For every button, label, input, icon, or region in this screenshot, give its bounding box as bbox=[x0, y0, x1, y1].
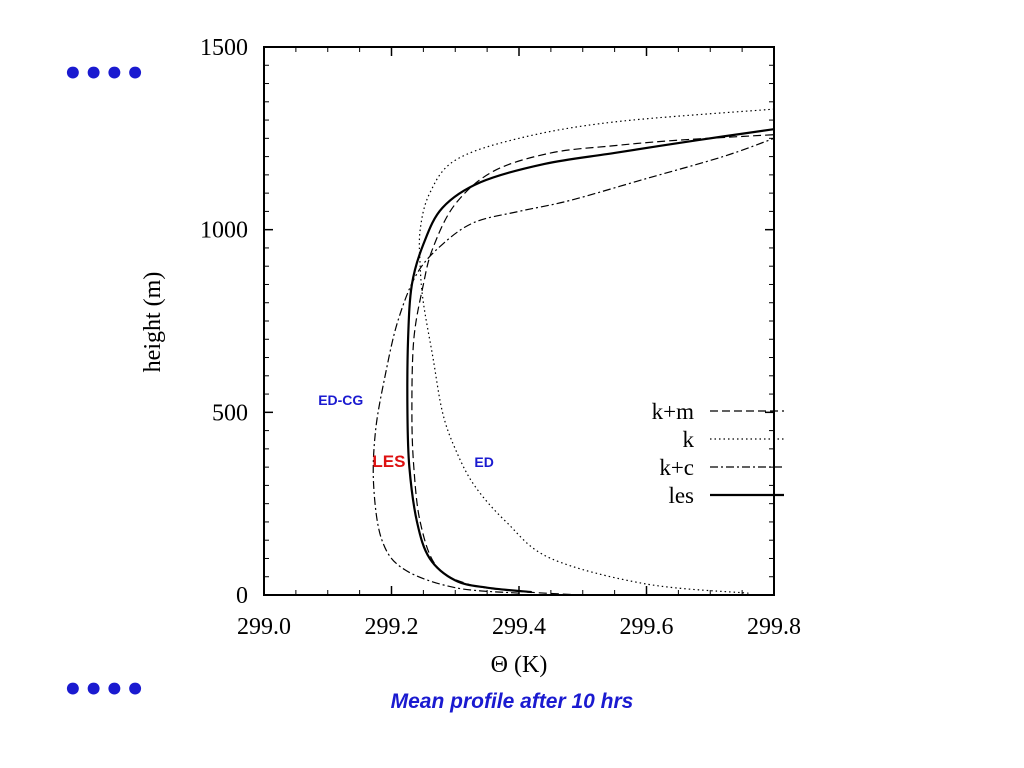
y-axis-label: height (m) bbox=[140, 272, 166, 373]
series-line-les bbox=[406, 128, 774, 594]
x-tick-label: 299.6 bbox=[620, 614, 674, 640]
x-tick-label: 299.0 bbox=[237, 614, 291, 640]
plot-frame bbox=[263, 46, 775, 596]
y-tick-label: 0 bbox=[236, 583, 248, 609]
axes: 299.0 299.2 299.4 299.6 299.8 0 500 1000 1500 bbox=[200, 35, 801, 640]
series-line-k bbox=[418, 108, 774, 594]
legend-label: k+c bbox=[659, 455, 694, 480]
legend-label: les bbox=[668, 483, 694, 508]
legend: k+m k k+c les bbox=[652, 399, 784, 508]
x-tick-label: 299.2 bbox=[365, 614, 419, 640]
y-tick-label: 1500 bbox=[200, 35, 248, 61]
series-lines bbox=[372, 108, 774, 595]
x-tick-label: 299.4 bbox=[492, 614, 546, 640]
legend-label: k+m bbox=[652, 399, 694, 424]
y-tick-label: 1000 bbox=[200, 218, 248, 244]
annotation-les: LES bbox=[372, 452, 405, 471]
x-tick-label: 299.8 bbox=[747, 614, 801, 640]
annotation-ed-cg: ED-CG bbox=[318, 392, 363, 408]
y-tick-label: 500 bbox=[212, 400, 248, 426]
x-axis-label: Θ (K) bbox=[491, 652, 548, 678]
annotation-ed: ED bbox=[474, 454, 493, 470]
legend-label: k bbox=[683, 427, 695, 452]
figure-caption: Mean profile after 10 hrs bbox=[390, 690, 634, 713]
annotations: ED-CG LES ED bbox=[318, 392, 494, 471]
series-line-kplusc bbox=[372, 137, 774, 594]
series-line-kplusm bbox=[411, 134, 774, 595]
